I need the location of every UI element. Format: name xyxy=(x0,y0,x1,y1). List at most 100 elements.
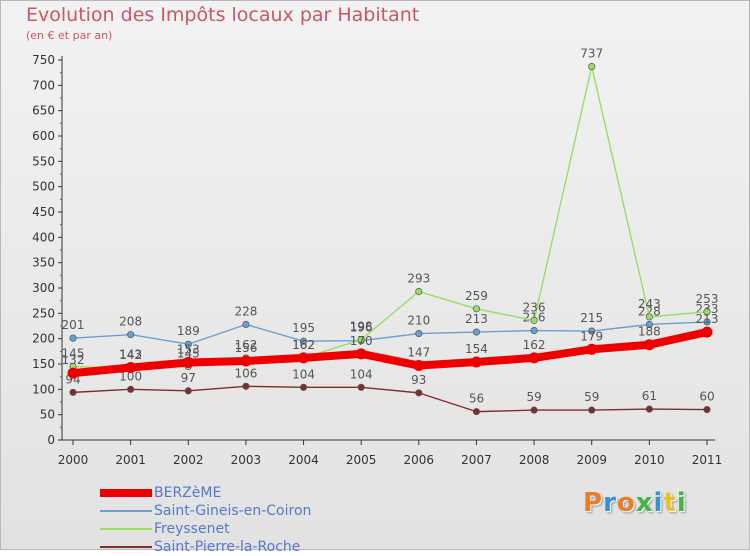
logo-letter: i xyxy=(676,488,687,518)
data-point xyxy=(127,385,135,393)
data-point xyxy=(413,360,425,372)
data-point xyxy=(528,352,540,364)
data-point xyxy=(645,313,653,321)
data-label: 201 xyxy=(62,318,85,332)
data-point xyxy=(415,389,423,397)
legend-swatch xyxy=(100,510,152,512)
data-label: 142 xyxy=(119,348,142,362)
data-label: 162 xyxy=(292,338,315,352)
logo-letter: x xyxy=(635,488,654,518)
data-label: 253 xyxy=(696,292,719,306)
logo-letter: i xyxy=(653,488,664,518)
data-point xyxy=(415,330,423,338)
data-label: 228 xyxy=(234,304,257,318)
x-tick-label: 2000 xyxy=(58,453,89,467)
data-point xyxy=(703,406,711,414)
data-point xyxy=(530,406,538,414)
data-point xyxy=(184,340,192,348)
data-point xyxy=(703,318,711,326)
data-point xyxy=(357,336,365,344)
data-label: 170 xyxy=(350,334,373,348)
logo-letter: t xyxy=(663,488,677,518)
y-tick-label: 600 xyxy=(32,129,55,143)
x-tick-label: 2006 xyxy=(404,453,435,467)
data-point xyxy=(184,387,192,395)
data-point xyxy=(69,388,77,396)
data-point xyxy=(645,320,653,329)
data-point xyxy=(472,328,481,336)
data-label: 162 xyxy=(292,338,315,352)
y-tick-label: 250 xyxy=(32,306,55,320)
proxiti-logo: Proxiti xyxy=(583,488,687,518)
x-tick-label: 2001 xyxy=(115,453,146,467)
data-label: 213 xyxy=(696,312,719,326)
legend-label: Freyssenet xyxy=(154,521,230,537)
y-tick-label: 450 xyxy=(32,205,55,219)
data-label: 100 xyxy=(119,369,142,383)
legend-swatch xyxy=(100,546,152,548)
x-tick-label: 2005 xyxy=(346,453,377,467)
data-label: 162 xyxy=(523,338,546,352)
data-point xyxy=(588,327,596,335)
data-label: 93 xyxy=(411,373,426,387)
data-point xyxy=(645,405,653,413)
data-label: 236 xyxy=(523,300,546,314)
x-tick-label: 2008 xyxy=(519,453,550,467)
y-tick-label: 200 xyxy=(32,332,55,346)
series-line xyxy=(72,321,708,345)
y-tick-label: 500 xyxy=(32,180,55,194)
data-label: 104 xyxy=(350,367,373,381)
data-label: 153 xyxy=(177,342,200,356)
logo-letter: P xyxy=(583,488,604,518)
data-label: 59 xyxy=(584,390,599,404)
data-label: 293 xyxy=(407,272,430,286)
data-label: 59 xyxy=(526,390,541,404)
data-point xyxy=(415,287,423,296)
data-label: 61 xyxy=(642,389,657,403)
data-label: 106 xyxy=(234,366,257,380)
data-point xyxy=(69,334,77,342)
data-label: 154 xyxy=(465,342,488,356)
x-tick-label: 2011 xyxy=(692,453,723,467)
data-label: 196 xyxy=(350,321,373,335)
data-label: 104 xyxy=(292,367,315,381)
data-label: 143 xyxy=(119,348,142,362)
data-label: 215 xyxy=(580,311,603,325)
data-label: 97 xyxy=(181,371,196,385)
data-point xyxy=(299,383,308,391)
data-point xyxy=(586,343,598,355)
y-tick-label: 150 xyxy=(32,357,55,371)
data-label: 243 xyxy=(638,297,661,311)
data-point xyxy=(643,339,655,351)
x-tick-label: 2009 xyxy=(576,453,607,467)
data-label: 737 xyxy=(580,47,603,61)
y-tick-label: 550 xyxy=(32,154,55,168)
data-label: 56 xyxy=(469,392,484,406)
data-label: 208 xyxy=(119,315,142,329)
y-tick-label: 700 xyxy=(32,78,55,92)
data-label: 156 xyxy=(234,341,257,355)
data-point xyxy=(299,337,308,345)
series-line xyxy=(72,385,708,413)
data-label: 259 xyxy=(465,289,488,303)
data-point xyxy=(67,367,79,379)
data-label: 145 xyxy=(62,347,85,361)
data-point xyxy=(182,356,194,368)
series-line xyxy=(69,328,711,378)
data-point xyxy=(701,326,713,338)
y-tick-label: 750 xyxy=(32,53,55,67)
x-tick-label: 2007 xyxy=(461,453,492,467)
chart-subtitle: (en € et par an) xyxy=(26,29,113,42)
data-point xyxy=(530,316,538,324)
y-tick-label: 100 xyxy=(32,382,55,396)
x-tick-label: 2004 xyxy=(288,453,319,467)
data-label: 145 xyxy=(177,347,200,361)
data-point xyxy=(472,305,481,313)
x-tick-label: 2010 xyxy=(634,453,665,467)
data-label: 198 xyxy=(350,320,373,334)
data-point xyxy=(588,63,596,71)
data-point xyxy=(242,382,250,390)
legend-swatch xyxy=(100,528,152,530)
data-label: 195 xyxy=(292,321,315,335)
